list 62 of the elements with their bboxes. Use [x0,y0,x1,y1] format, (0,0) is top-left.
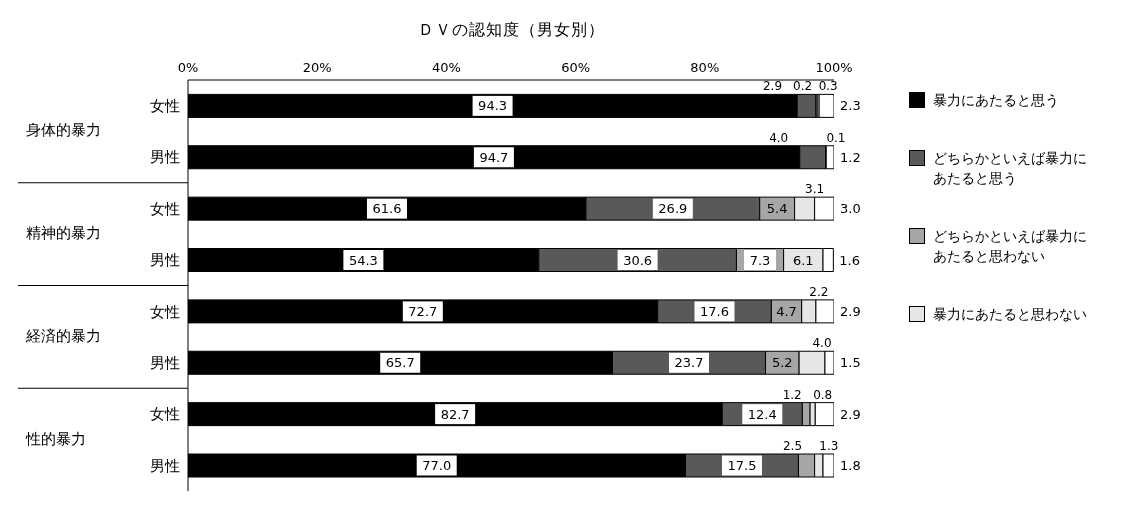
data-label: 1.8 [840,458,861,474]
text: 経済的暴力 [26,326,101,346]
data-label: 82.7 [440,406,470,422]
data-label: 94.3 [478,98,508,114]
x-tick-label: 20% [302,60,332,75]
data-label: 5.4 [766,201,788,217]
y-tick-label: 男性 [150,251,180,270]
data-label: 1.3 [819,439,839,454]
y-tick-label: 男性 [150,353,180,372]
data-label: 3.1 [805,182,825,197]
data-label: 2.9 [763,79,783,94]
data-label: 94.7 [479,149,509,165]
data-label: 61.6 [372,201,402,217]
x-tick-label: 80% [690,60,720,75]
text: 身体的暴力 [26,121,101,141]
text: 精神的暴力 [26,224,101,244]
data-label: 0.3 [818,79,838,94]
y-tick-label: 男性 [150,148,180,167]
data-label: 2.3 [840,98,861,114]
data-label: 30.6 [623,252,653,268]
data-label: 2.2 [809,284,829,299]
data-label: 4.0 [769,130,789,145]
data-label: 6.1 [792,252,814,268]
y-tick-label: 女性 [150,199,180,218]
data-label: 65.7 [385,355,415,371]
data-label: 2.5 [783,439,803,454]
data-label: 1.6 [839,252,861,268]
data-label: 3.0 [840,201,861,217]
data-label: 77.0 [422,458,452,474]
data-label: 12.4 [747,406,777,422]
x-tick-label: 0% [177,60,199,75]
data-label: 0.1 [826,130,846,145]
data-label: 5.2 [771,355,793,371]
data-label: 4.0 [812,336,832,351]
data-label: 23.7 [674,355,704,371]
y-tick-label: 女性 [150,405,180,424]
data-label: 7.3 [749,252,771,268]
data-label: 4.7 [776,303,797,319]
x-tick-label: 100% [815,60,853,75]
text: 性的暴力 [26,429,86,449]
y-tick-label: 女性 [150,97,180,116]
x-tick-label: 60% [561,60,591,75]
data-label: 54.3 [348,252,378,268]
data-label: 2.9 [840,303,861,319]
legend-label: どちらかといえば暴力にあたると思わない [933,227,1088,266]
data-label: 1.2 [782,387,802,402]
data-label: 1.2 [840,149,861,165]
data-label: 26.9 [658,201,688,217]
chart-title: ＤＶの認知度（男女別） [416,20,606,41]
y-tick-label: 女性 [150,302,180,321]
legend-label: どちらかといえば暴力にあたると思う [933,149,1088,188]
data-label: 2.9 [840,406,861,422]
data-label: 1.5 [840,355,861,371]
legend-label: 暴力にあたると思う [933,91,1060,110]
data-label: 0.8 [813,387,833,402]
data-label: 17.5 [727,458,757,474]
data-label: 72.7 [408,303,438,319]
y-tick-label: 男性 [150,456,180,475]
legend-label: 暴力にあたると思わない [933,305,1088,324]
data-label: 0.2 [793,79,813,94]
data-label: 17.6 [700,303,729,319]
x-tick-label: 40% [431,60,461,75]
